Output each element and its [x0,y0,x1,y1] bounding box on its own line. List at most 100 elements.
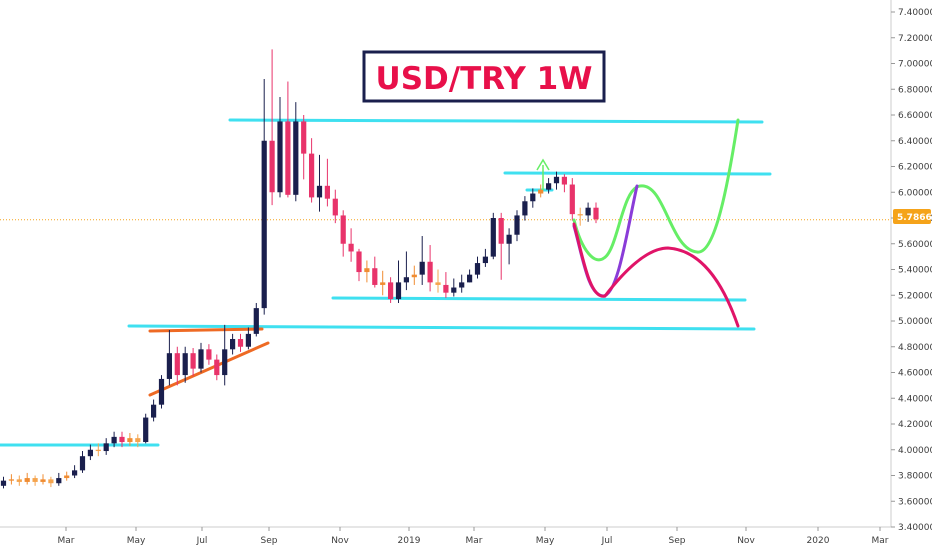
x-tick-label: Jul [601,536,613,546]
y-tick-label: 5.60000 [898,240,932,250]
candle-body [158,378,165,405]
candle-body [316,185,323,198]
candle-body [143,417,149,443]
chart-title-box: USD/TRY 1W [362,50,606,103]
candle-body [190,353,196,369]
y-tick-label: 5.40000 [898,266,932,276]
x-tick-label: Nov [737,536,755,546]
levels [0,118,772,447]
annotations [536,118,740,328]
x-tick-label: Sep [261,536,278,546]
arrow-head [536,158,550,171]
candle-body [32,478,38,482]
current-price-tag: 5.78669 [893,209,932,224]
candle-body [467,274,473,283]
candle-body [87,449,93,457]
candle-body [261,140,267,309]
candle-body [237,339,244,347]
candle-body [577,214,583,216]
y-tick-label: 7.40000 [898,8,932,18]
candle-body [72,470,78,476]
projection-path-red [572,222,740,328]
y-tick-label: 4.20000 [898,420,932,430]
candle-body [166,353,172,379]
triangle-upper-line [148,327,264,333]
y-tick-label: 4.80000 [898,343,932,353]
support-level [331,296,747,302]
candle-body [111,436,117,444]
candle-body [214,359,220,376]
candle-body [395,282,402,300]
breakout-level [127,324,756,331]
candle-body [206,349,212,360]
x-tick-label: Jul [196,536,208,546]
current-price-label: 5.78669 [897,213,932,223]
upper-range-level [503,171,772,176]
candle-body [285,121,291,195]
candle-body [530,193,536,202]
x-tick-label: Sep [669,536,686,546]
y-tick-label: 6.80000 [898,85,932,95]
candle-body [64,475,70,479]
candle-body [127,438,133,443]
y-tick-label: 3.80000 [898,472,932,482]
candle-body [561,176,567,185]
candle-body [277,121,283,193]
candle-body [16,479,22,482]
candle-body [538,189,544,194]
x-tick-label: 2019 [398,536,421,546]
candle-body [24,478,30,482]
candle-body [451,287,457,293]
candle-body [340,215,346,244]
triangle-lower-line [148,341,270,397]
candle-body [332,198,338,216]
y-tick-label: 4.40000 [898,394,932,404]
candle-body [230,339,236,350]
resistance-level [228,118,764,124]
x-tick-label: 2020 [807,536,830,546]
candle-body [498,218,504,244]
candle-body [522,201,528,216]
candle-body [372,268,378,285]
chart-title-border [362,50,606,103]
candle-body [79,456,86,471]
candle-body [309,153,315,198]
y-tick-label: 6.60000 [898,111,932,121]
candle-body [411,274,417,278]
candle-body [174,353,180,376]
price-axis: 7.40000 7.20000 7.00000 6.80000 6.60000 6.400… [0,0,932,533]
y-tick-label: 4.60000 [898,369,932,379]
y-tick-label: 3.40000 [898,523,932,533]
candle-body [269,140,275,193]
candle-body [474,263,481,275]
y-tick-label: 5.00000 [898,317,932,327]
y-tick-label: 6.00000 [898,188,932,198]
x-tick-label: Nov [331,536,349,546]
candle-body [569,184,575,215]
candle-body [119,436,125,443]
candle-body [482,256,488,264]
candle-body [506,234,512,244]
x-tick-label: May [127,536,146,546]
candle-body [348,243,354,252]
candle-body [95,449,101,452]
y-tick-label: 6.20000 [898,163,932,173]
candle-body [301,121,307,154]
candle-body [135,438,141,443]
candle-body [514,215,520,235]
candle-body [419,261,425,275]
candle-body [593,207,599,220]
y-tick-label: 7.00000 [898,60,932,70]
time-axis: Mar May Jul Sep Nov 2019 Mar May Jul Sep Nov 2020 Ma… [58,527,889,546]
candle-body [585,207,591,216]
x-tick-label: Mar [466,536,483,546]
candle-body [8,479,14,481]
y-tick-label: 5.20000 [898,291,932,301]
chart-title: USD/TRY 1W [376,61,593,97]
y-tick-label: 4.00000 [898,446,932,456]
y-tick-label: 6.40000 [898,137,932,147]
candle-body [380,282,386,285]
candle-body [356,251,362,273]
candle-body [48,479,54,484]
